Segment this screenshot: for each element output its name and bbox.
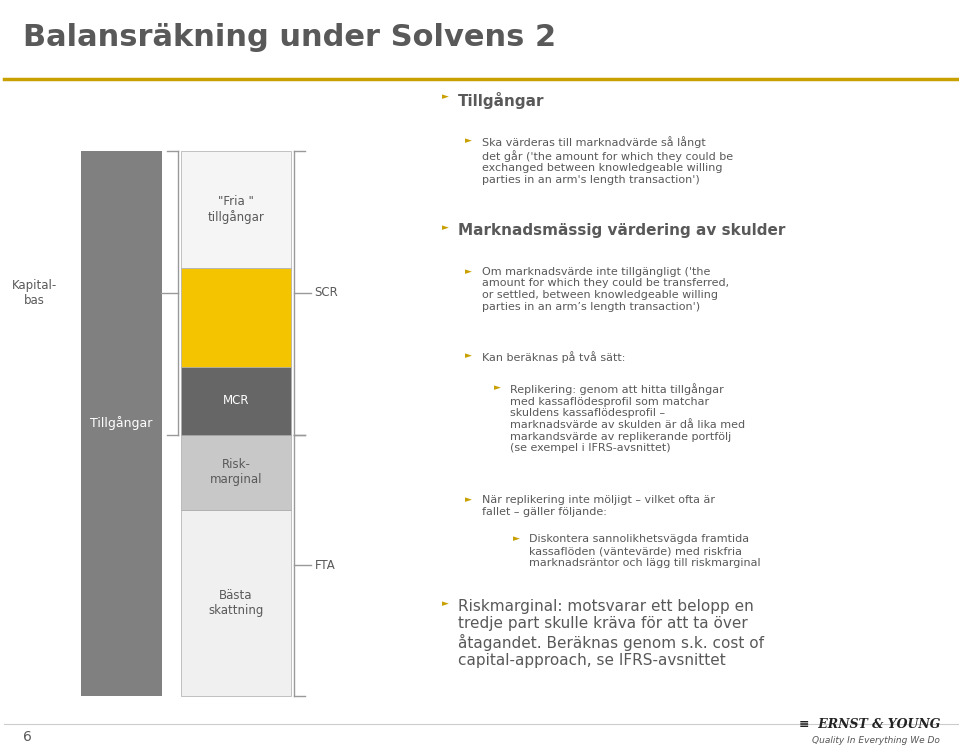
Text: ►: ► (513, 534, 520, 544)
Text: ►: ► (441, 223, 449, 232)
Text: Diskontera sannolikhetsvägda framtida
kassaflöden (väntevärde) med riskfria
mark: Diskontera sannolikhetsvägda framtida ka… (529, 534, 761, 568)
Text: Tillgångar: Tillgångar (89, 417, 152, 430)
Text: Kapital-
bas: Kapital- bas (12, 279, 57, 307)
Text: ►: ► (441, 92, 449, 101)
Text: Replikering: genom att hitta tillgångar
med kassaflödesprofil som matchar
skulde: Replikering: genom att hitta tillgångar … (510, 383, 745, 453)
Text: 6: 6 (23, 730, 33, 744)
Text: Marknadsmässig värdering av skulder: Marknadsmässig värdering av skulder (457, 223, 785, 238)
Text: ►: ► (465, 495, 473, 504)
Bar (81, 151, 162, 696)
Bar (181, 435, 291, 510)
Bar (181, 510, 291, 696)
Bar (181, 367, 291, 435)
Text: Om marknadsvärde inte tillgängligt ('the
amount for which they could be transfer: Om marknadsvärde inte tillgängligt ('the… (481, 267, 729, 311)
Text: ►: ► (441, 599, 449, 608)
Text: Ska värderas till marknadvärde så långt
det går ('the amount for which they coul: Ska värderas till marknadvärde så långt … (481, 136, 733, 185)
Bar (181, 151, 291, 268)
Text: Risk-
marginal: Risk- marginal (210, 458, 262, 487)
Text: "Fria "
tillgångar: "Fria " tillgångar (207, 195, 265, 225)
Text: MCR: MCR (222, 394, 249, 407)
Text: SCR: SCR (315, 287, 339, 299)
Text: ≡  ERNST & YOUNG: ≡ ERNST & YOUNG (799, 717, 940, 731)
Text: FTA: FTA (315, 559, 336, 572)
Text: ►: ► (465, 267, 473, 276)
Text: Kan beräknas på två sätt:: Kan beräknas på två sätt: (481, 352, 625, 364)
Bar (181, 268, 291, 367)
Text: Quality In Everything We Do: Quality In Everything We Do (812, 736, 940, 745)
Text: ►: ► (465, 136, 473, 145)
Text: Riskmarginal: motsvarar ett belopp en
tredje part skulle kräva för att ta över
å: Riskmarginal: motsvarar ett belopp en tr… (457, 599, 763, 668)
Text: När replikering inte möljigt – vilket ofta är
fallet – gäller följande:: När replikering inte möljigt – vilket of… (481, 495, 714, 517)
Text: Bästa
skattning: Bästa skattning (208, 589, 264, 617)
Text: ►: ► (465, 352, 473, 361)
Text: Balansräkning under Solvens 2: Balansräkning under Solvens 2 (23, 23, 556, 51)
Text: ►: ► (494, 383, 501, 392)
Text: Tillgångar: Tillgångar (457, 92, 545, 109)
